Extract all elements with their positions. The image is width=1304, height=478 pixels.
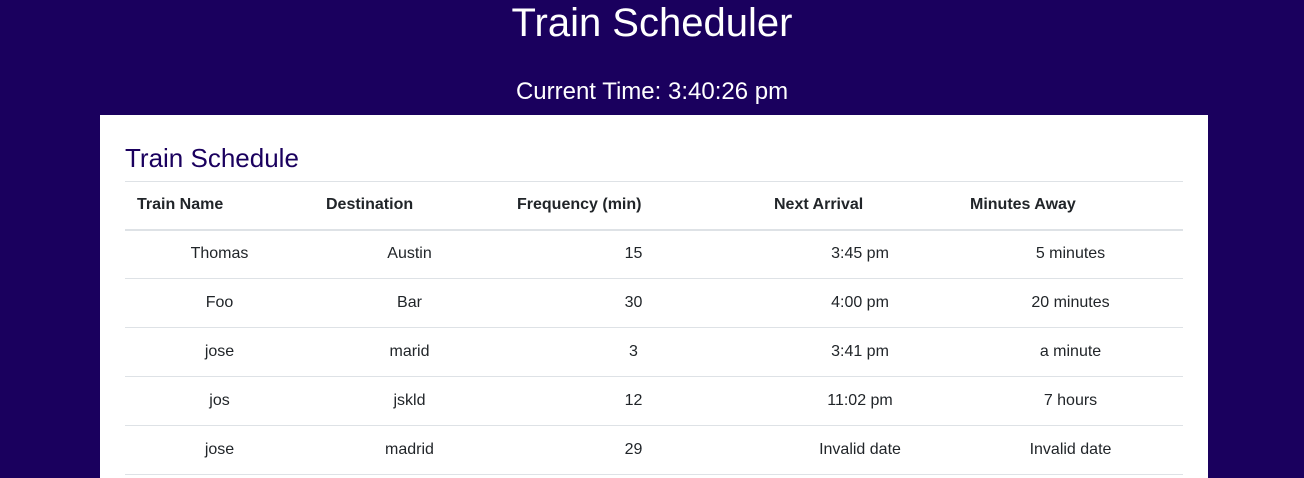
table-row: jos jskld 12 11:02 pm 7 hours bbox=[125, 376, 1183, 426]
cell-train-name: jos bbox=[125, 376, 314, 426]
cell-minutes-away: 7 hours bbox=[958, 376, 1183, 426]
cell-train-name: Foo bbox=[125, 278, 314, 328]
cell-next-arrival: 3:45 pm bbox=[762, 229, 958, 279]
schedule-title: Train Schedule bbox=[125, 143, 299, 173]
cell-destination: marid bbox=[314, 327, 505, 377]
cell-next-arrival: 4:00 pm bbox=[762, 278, 958, 328]
cell-destination: madrid bbox=[314, 425, 505, 475]
column-header-minutes-away: Minutes Away bbox=[958, 181, 1183, 231]
column-header-next-arrival: Next Arrival bbox=[762, 181, 958, 231]
schedule-panel: Train Schedule Train Name Destination Fr… bbox=[100, 115, 1208, 478]
cell-train-name: Thomas bbox=[125, 229, 314, 279]
column-header-destination: Destination bbox=[314, 181, 505, 231]
table-row: Foo Bar 30 4:00 pm 20 minutes bbox=[125, 278, 1183, 328]
cell-minutes-away: 5 minutes bbox=[958, 229, 1183, 279]
schedule-table: Train Name Destination Frequency (min) N… bbox=[125, 181, 1183, 475]
cell-next-arrival: 3:41 pm bbox=[762, 327, 958, 377]
cell-minutes-away: Invalid date bbox=[958, 425, 1183, 475]
cell-train-name: jose bbox=[125, 425, 314, 475]
cell-next-arrival: 11:02 pm bbox=[762, 376, 958, 426]
page-header: Train Scheduler Current Time: 3:40:26 pm bbox=[0, 0, 1304, 115]
cell-frequency: 3 bbox=[505, 327, 762, 377]
page-title: Train Scheduler bbox=[511, 1, 793, 45]
cell-frequency: 30 bbox=[505, 278, 762, 328]
table-row: Thomas Austin 15 3:45 pm 5 minutes bbox=[125, 229, 1183, 279]
column-header-frequency: Frequency (min) bbox=[505, 181, 762, 231]
cell-frequency: 12 bbox=[505, 376, 762, 426]
cell-frequency: 29 bbox=[505, 425, 762, 475]
cell-minutes-away: a minute bbox=[958, 327, 1183, 377]
table-row: jose madrid 29 Invalid date Invalid date bbox=[125, 425, 1183, 475]
table-header-row: Train Name Destination Frequency (min) N… bbox=[125, 181, 1183, 231]
table-row: jose marid 3 3:41 pm a minute bbox=[125, 327, 1183, 377]
cell-destination: jskld bbox=[314, 376, 505, 426]
cell-destination: Bar bbox=[314, 278, 505, 328]
cell-minutes-away: 20 minutes bbox=[958, 278, 1183, 328]
cell-train-name: jose bbox=[125, 327, 314, 377]
cell-next-arrival: Invalid date bbox=[762, 425, 958, 475]
current-time: Current Time: 3:40:26 pm bbox=[515, 78, 789, 105]
column-header-train-name: Train Name bbox=[125, 181, 314, 231]
cell-destination: Austin bbox=[314, 229, 505, 279]
cell-frequency: 15 bbox=[505, 229, 762, 279]
